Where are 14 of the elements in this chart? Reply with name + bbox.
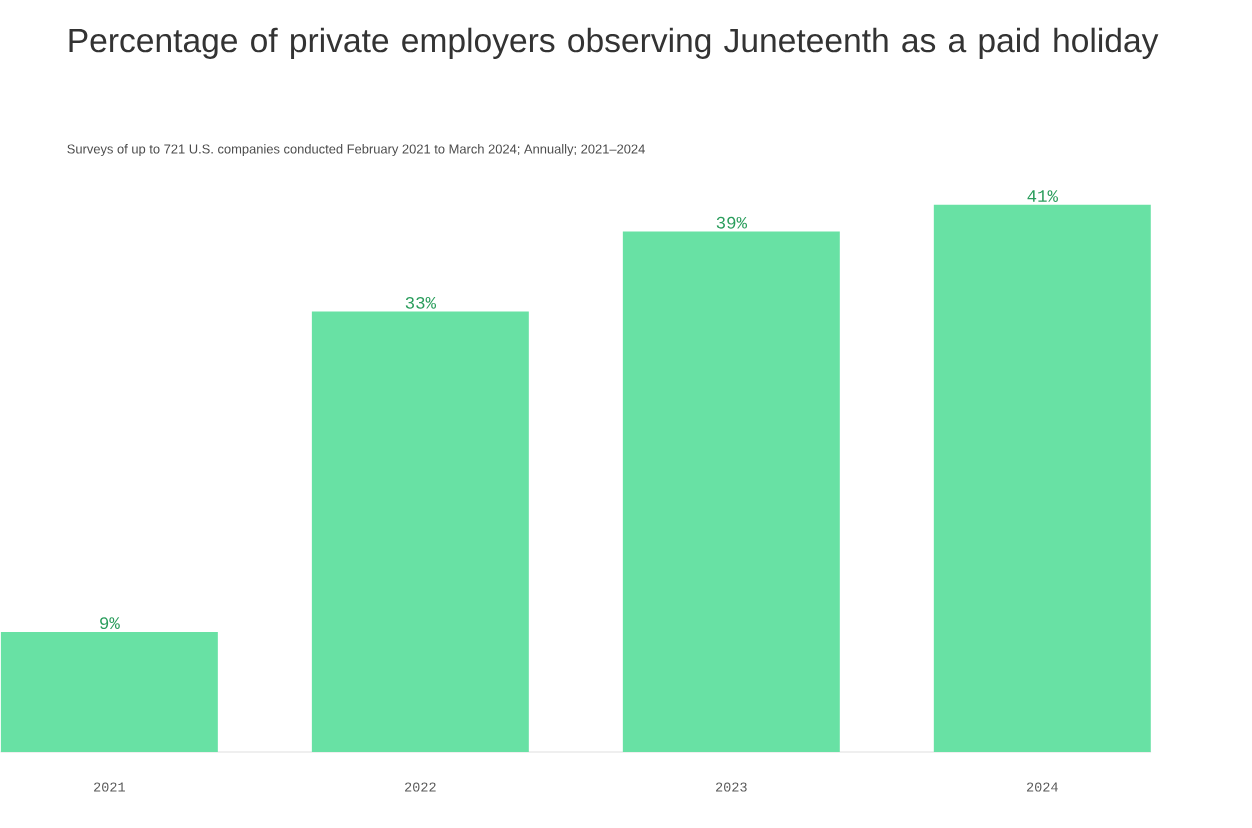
x-tick-label: 2023 xyxy=(716,782,747,792)
bar xyxy=(0,631,218,752)
chart-title: Percentage of private employers observing Juneteenth as a paid holiday xyxy=(69,27,1159,59)
data-label: 9% xyxy=(100,617,120,629)
bar xyxy=(933,204,1151,752)
data-label: 39% xyxy=(716,216,748,229)
x-tick-label: 2022 xyxy=(405,782,436,792)
data-label: 41% xyxy=(1027,190,1058,202)
bar xyxy=(622,231,840,752)
x-tick-label: 2021 xyxy=(94,782,125,792)
bar xyxy=(311,311,529,752)
data-label: 33% xyxy=(405,296,437,309)
x-tick-label: 2024 xyxy=(1026,782,1058,792)
chart-subtitle: Surveys of up to 721 U.S. companies conducted February 2021 to March 2024; Annually; 2021–2024 xyxy=(67,144,645,157)
